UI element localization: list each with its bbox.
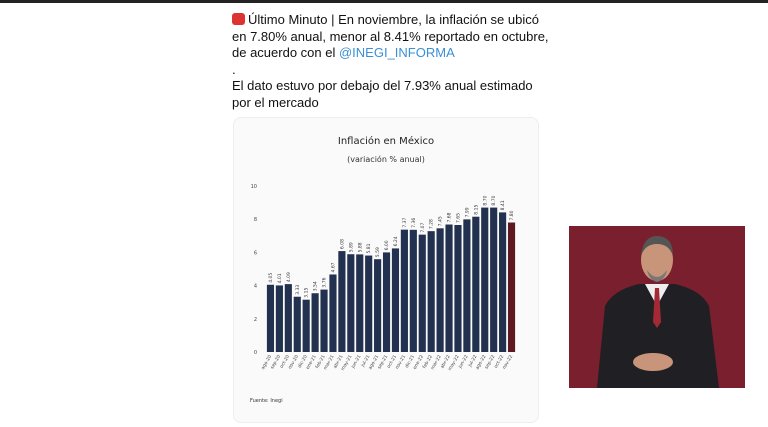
- interpreter: [597, 236, 719, 388]
- bar: [293, 296, 301, 352]
- bar: [427, 231, 435, 352]
- mention[interactable]: @INEGI_INFORMA: [338, 45, 455, 60]
- source: Fuente: Inegi: [250, 398, 283, 404]
- bar: [409, 229, 417, 352]
- value-label: 4.67: [330, 262, 336, 272]
- value-label: 3.54: [313, 281, 319, 291]
- bar: [481, 207, 489, 352]
- bar: [400, 229, 408, 352]
- bar: [436, 228, 444, 352]
- bar: [445, 224, 453, 352]
- bar: [275, 285, 283, 352]
- value-label: 8.70: [491, 195, 497, 205]
- bar: [338, 251, 346, 352]
- value-label: 6.24: [393, 236, 399, 246]
- interpreter-video: [569, 226, 745, 388]
- value-label: 7.28: [429, 219, 435, 229]
- bar: [374, 259, 382, 352]
- value-label: 4.01: [277, 273, 283, 283]
- bar: [472, 216, 480, 352]
- value-label: 7.99: [464, 207, 470, 217]
- value-label: 5.88: [357, 242, 363, 252]
- tweet-text: Último Minuto | En noviembre, la inflaci…: [232, 12, 552, 62]
- chart: Inflación en México (variación % anual) …: [250, 135, 516, 404]
- y-tick-label: 6: [254, 250, 257, 256]
- bar: [507, 222, 516, 352]
- bar: [391, 248, 400, 352]
- tweet-body-2: El dato estuvo por debajo del 7.93% anua…: [232, 78, 533, 110]
- bar: [266, 284, 275, 352]
- bar: [320, 289, 328, 352]
- value-label: 8.70: [482, 195, 488, 205]
- bar: [365, 255, 373, 352]
- bar: [284, 284, 292, 352]
- y-tick-label: 10: [251, 184, 257, 190]
- bar: [454, 225, 462, 352]
- siren-icon: [232, 13, 245, 25]
- bar: [499, 212, 507, 352]
- value-label: 8.15: [473, 205, 479, 215]
- chart-card: Inflación en México (variación % anual) …: [233, 117, 539, 423]
- y-tick-label: 4: [254, 284, 257, 290]
- separator: .: [232, 61, 236, 77]
- y-tick-label: 8: [254, 217, 257, 223]
- value-label: 4.05: [268, 273, 274, 283]
- frame-top: [0, 0, 768, 3]
- value-label: 3.15: [304, 288, 310, 298]
- bar: [356, 254, 364, 352]
- value-label: 7.37: [402, 218, 408, 228]
- value-label: 6.08: [339, 239, 345, 249]
- bar: [463, 219, 471, 352]
- value-label: 5.89: [348, 242, 354, 252]
- value-label: 8.41: [500, 200, 506, 210]
- bar: [311, 293, 319, 352]
- tweet-body: Último Minuto | En noviembre, la inflaci…: [232, 12, 549, 60]
- value-label: 7.36: [411, 218, 417, 228]
- bar: [418, 234, 426, 352]
- bar: [490, 207, 498, 352]
- value-label: 7.45: [438, 216, 444, 226]
- bar: [302, 299, 310, 352]
- value-label: 7.65: [455, 213, 461, 223]
- bar: [347, 254, 355, 352]
- value-label: 4.09: [286, 272, 292, 282]
- chart-subtitle: (variación % anual): [347, 154, 425, 164]
- bar: [382, 252, 391, 352]
- y-tick-label: 2: [254, 317, 257, 323]
- bar: [329, 274, 337, 352]
- value-label: 5.81: [366, 243, 372, 253]
- value-label: 3.33: [295, 285, 301, 295]
- value-label: 3.76: [322, 277, 328, 287]
- value-label: 7.68: [447, 212, 453, 222]
- chart-title: Inflación en México: [338, 135, 434, 147]
- y-tick-label: 0: [254, 350, 257, 356]
- value-label: 6.00: [384, 240, 390, 250]
- value-label: 7.07: [420, 222, 426, 232]
- value-label: 5.59: [375, 247, 381, 257]
- value-label: 7.80: [509, 210, 515, 220]
- tweet: Último Minuto | En noviembre, la inflaci…: [232, 12, 552, 111]
